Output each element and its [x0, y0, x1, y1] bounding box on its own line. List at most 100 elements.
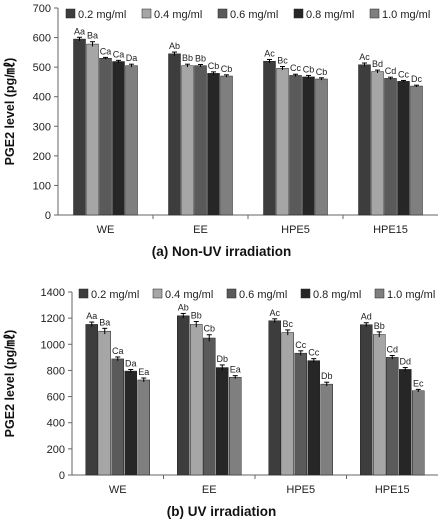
- legend-label: 0.8 mg/ml: [313, 289, 361, 301]
- bar: [216, 367, 229, 476]
- y-tick-label: 400: [33, 92, 51, 104]
- significance-label: Da: [125, 359, 137, 369]
- chart-non-uv: 0 100 200 300 400 500 600 700 PGE2 level (pg/㎖) W…: [2, 3, 438, 236]
- x-tick-label: HPE15: [375, 484, 410, 496]
- chart-panel-non-uv: 0 100 200 300 400 500 600 700 PGE2 level (pg/㎖) W…: [2, 3, 438, 259]
- significance-label: Bb: [182, 53, 193, 63]
- significance-label: Dd: [399, 357, 411, 367]
- legend-swatch: [369, 8, 380, 19]
- bar: [294, 352, 307, 476]
- legend-swatch: [152, 288, 163, 299]
- legend-swatch: [374, 288, 385, 299]
- bar: [386, 357, 399, 476]
- significance-label: Cd: [385, 66, 397, 76]
- bar: [220, 75, 233, 216]
- legend-label: 0.2 mg/ml: [91, 289, 139, 301]
- significance-label: Ab: [169, 41, 180, 51]
- significance-label: Bb: [374, 321, 385, 331]
- y-tick-label: 1200: [41, 313, 65, 325]
- significance-label: Da: [126, 53, 138, 63]
- significance-label: Cb: [316, 67, 328, 77]
- bar: [168, 53, 181, 216]
- y-tick-label: 0: [59, 470, 65, 482]
- bar: [86, 43, 99, 216]
- significance-label: Cc: [290, 63, 301, 73]
- significance-label: Bd: [372, 59, 383, 69]
- significance-label: Bc: [282, 319, 293, 329]
- legend-label: 1.0 mg/ml: [387, 289, 435, 301]
- legend-swatch: [293, 8, 304, 19]
- y-tick-label: 1400: [41, 287, 65, 299]
- bar: [289, 75, 302, 216]
- bar: [276, 68, 289, 216]
- bar: [360, 324, 373, 476]
- x-tick-label: HPE5: [286, 484, 315, 496]
- y-tick-label: 0: [45, 210, 51, 222]
- legend-label: 0.2 mg/ml: [78, 9, 126, 21]
- bar: [73, 38, 86, 216]
- bar: [268, 320, 281, 476]
- bar: [397, 81, 410, 216]
- significance-label: Db: [321, 371, 333, 381]
- significance-label: Ec: [413, 378, 424, 388]
- significance-label: Ac: [269, 308, 280, 318]
- legend-swatch: [226, 288, 237, 299]
- significance-label: Ad: [361, 312, 372, 322]
- significance-label: Cb: [203, 324, 215, 334]
- y-axis-title: PGE2 level (pg/㎖): [2, 58, 17, 166]
- legend-label: 0.6 mg/ml: [230, 9, 278, 21]
- bar: [412, 390, 425, 476]
- bar: [263, 60, 276, 216]
- x-tick-label: HPE5: [281, 224, 310, 236]
- x-tick-label: EE: [193, 224, 208, 236]
- x-tick-label: WE: [109, 484, 127, 496]
- y-axis-title: PGE2 level (pg/㎖): [2, 330, 17, 438]
- bar: [384, 78, 397, 216]
- bar: [281, 332, 294, 476]
- legend-swatch: [300, 288, 311, 299]
- bar: [190, 324, 203, 476]
- y-tick-label: 100: [33, 180, 51, 192]
- significance-label: Cb: [303, 64, 315, 74]
- bar: [112, 61, 125, 216]
- bar: [98, 330, 111, 476]
- y-tick-label: 500: [33, 62, 51, 74]
- significance-label: Cb: [208, 61, 220, 71]
- legend-label: 0.4 mg/ml: [165, 289, 213, 301]
- y-tick-label: 1000: [41, 339, 65, 351]
- bar: [125, 65, 138, 216]
- significance-label: Aa: [86, 311, 97, 321]
- significance-label: Ca: [113, 49, 125, 59]
- bar: [358, 64, 371, 216]
- significance-label: Ca: [100, 46, 112, 56]
- legend-label: 0.6 mg/ml: [239, 289, 287, 301]
- significance-label: Bb: [195, 53, 206, 63]
- significance-label: Ea: [138, 367, 149, 377]
- significance-label: Dc: [411, 74, 422, 84]
- bar: [85, 324, 98, 476]
- legend-label: 1.0 mg/ml: [382, 9, 430, 21]
- bar: [137, 379, 150, 476]
- bar: [373, 334, 386, 476]
- bar: [302, 76, 315, 216]
- significance-label: Cc: [295, 340, 306, 350]
- x-tick-label: HPE15: [373, 224, 408, 236]
- chart-uv: 0 200 400 600 800 1000 1200 1400 PGE2 level (pg/…: [2, 287, 438, 496]
- bar: [399, 369, 412, 476]
- legend-label: 0.8 mg/ml: [306, 9, 354, 21]
- significance-label: Ca: [112, 346, 124, 356]
- bar: [207, 73, 220, 216]
- legend-swatch: [78, 288, 89, 299]
- y-tick-label: 300: [33, 121, 51, 133]
- x-tick-label: WE: [97, 224, 115, 236]
- y-tick-label: 800: [47, 365, 65, 377]
- significance-label: Cb: [221, 64, 233, 74]
- significance-label: Ab: [178, 302, 189, 312]
- panel-caption-non-uv: (a) Non-UV irradiation: [151, 244, 292, 259]
- bar: [177, 315, 190, 476]
- bar: [307, 360, 320, 476]
- legend-label: 0.4 mg/ml: [154, 9, 202, 21]
- legend-swatch: [65, 8, 76, 19]
- x-tick-label: EE: [202, 484, 217, 496]
- y-tick-label: 600: [33, 33, 51, 45]
